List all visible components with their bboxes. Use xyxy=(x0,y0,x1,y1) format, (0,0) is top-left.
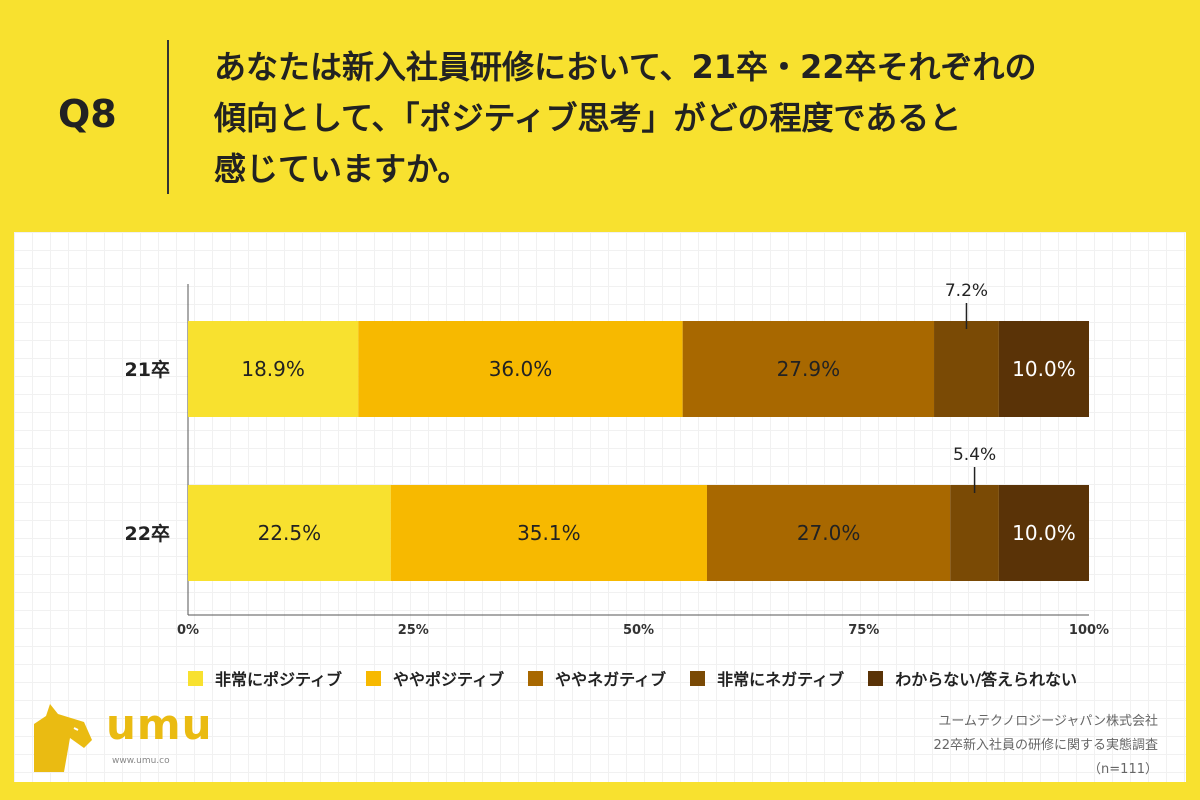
legend-item: ややポジティブ xyxy=(366,666,504,690)
data-label: 18.9% xyxy=(241,357,305,381)
x-tick-label: 100% xyxy=(1069,623,1109,638)
question-line-2: 傾向として、「ポジティブ思考」がどの程度であると xyxy=(214,99,962,137)
bar-segment xyxy=(188,321,359,417)
source-line-1: ユームテクノロジージャパン株式会社 xyxy=(938,714,1158,729)
legend-item: わからない/答えられない xyxy=(868,666,1077,690)
data-label: 10.0% xyxy=(1012,521,1076,545)
data-label: 5.4% xyxy=(953,445,996,465)
question-line-3: 感じていますか。 xyxy=(214,150,470,188)
question-text: あなたは新入社員研修において、21卒・22卒それぞれの 傾向として、「ポジティブ… xyxy=(214,42,1154,195)
bar-segment xyxy=(934,321,999,417)
stacked-bar-chart: 0% 25% 50% 75% 100% 21卒 18.9% 36.0% 27.9% 7.2% 10.… xyxy=(125,281,1110,638)
bar-segment xyxy=(188,485,391,581)
legend-item: 非常にネガティブ xyxy=(690,666,844,690)
chart-card: 0% 25% 50% 75% 100% 21卒 18.9% 36.0% 27.9% 7.2% 10.… xyxy=(14,232,1186,782)
x-tick-label: 50% xyxy=(623,623,654,638)
data-label: 7.2% xyxy=(945,281,988,301)
logo-url: www.umu.co xyxy=(112,756,170,766)
question-header: Q8 あなたは新入社員研修において、21卒・22卒それぞれの 傾向として、「ポジ… xyxy=(0,0,1200,230)
data-label: 10.0% xyxy=(1012,357,1076,381)
bar-segment xyxy=(358,321,683,417)
umu-logo: umu www.umu.co xyxy=(30,700,212,776)
bar-segment xyxy=(950,485,999,581)
bar-segment xyxy=(390,485,707,581)
data-label: 35.1% xyxy=(517,521,581,545)
legend-label: ややポジティブ xyxy=(393,670,505,689)
bar-segment xyxy=(682,321,935,417)
question-label: Q8 xyxy=(58,92,117,136)
legend-label: ややネガティブ xyxy=(555,670,667,689)
bar-segment xyxy=(998,321,1089,417)
legend-item: ややネガティブ xyxy=(528,666,666,690)
legend-label: 非常にネガティブ xyxy=(717,670,845,689)
x-tick-label: 75% xyxy=(848,623,879,638)
legend-label: わからない/答えられない xyxy=(895,670,1078,689)
legend-label: 非常にポジティブ xyxy=(215,670,343,689)
bar-segment xyxy=(706,485,951,581)
data-label: 36.0% xyxy=(489,357,553,381)
horse-logo-icon xyxy=(34,704,92,772)
category-label: 21卒 xyxy=(125,358,170,381)
source-note: ユームテクノロジージャパン株式会社 22卒新入社員の研修に関する実態調査 （n=… xyxy=(933,710,1158,782)
category-label: 22卒 xyxy=(125,522,170,545)
legend-swatch xyxy=(528,670,544,686)
legend-swatch xyxy=(366,670,382,686)
legend-swatch xyxy=(868,670,884,686)
source-line-3: （n=111） xyxy=(1088,762,1158,777)
legend-swatch xyxy=(690,670,706,686)
source-line-2: 22卒新入社員の研修に関する実態調査 xyxy=(933,738,1158,753)
logo-wordmark: umu xyxy=(106,700,213,749)
question-line-1: あなたは新入社員研修において、21卒・22卒それぞれの xyxy=(214,48,1037,86)
chart-legend: 非常にポジティブ ややポジティブ ややネガティブ 非常にネガティブ わからない/答えられ… xyxy=(188,666,1077,690)
data-label: 22.5% xyxy=(258,521,322,545)
data-label: 27.0% xyxy=(797,521,861,545)
bar-segment xyxy=(998,485,1089,581)
legend-swatch xyxy=(188,670,203,686)
data-label: 27.9% xyxy=(777,357,841,381)
x-tick-label: 0% xyxy=(177,623,199,638)
x-tick-label: 25% xyxy=(398,623,429,638)
header-divider xyxy=(167,40,169,194)
legend-item: 非常にポジティブ xyxy=(188,666,342,690)
